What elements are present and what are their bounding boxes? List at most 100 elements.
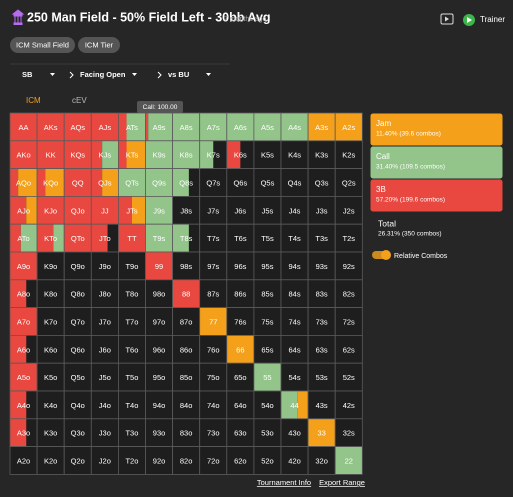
fold-cell[interactable] [335,140,363,169]
fold-cell[interactable] [226,418,254,447]
fold-cell[interactable] [199,224,227,252]
chip[interactable] [78,37,120,53]
fold-cell[interactable] [118,252,146,280]
fold-cell[interactable] [91,335,119,364]
fold-cell[interactable] [253,335,281,364]
fold-cell[interactable] [172,252,200,280]
fold-cell[interactable] [118,446,146,475]
fold-cell[interactable] [37,418,65,447]
toggle-knob[interactable] [381,250,391,260]
filter[interactable]: Facing Open [80,70,126,79]
chip[interactable] [10,37,75,53]
fold-cell[interactable] [145,418,173,447]
fold-cell[interactable] [253,307,281,336]
link[interactable]: Tournament Info [257,478,311,487]
fold-cell[interactable] [64,335,92,364]
fold-cell[interactable] [199,335,227,364]
fold-cell[interactable] [308,224,336,252]
fold-cell[interactable] [281,363,309,391]
fold-cell[interactable] [226,363,254,391]
fold-cell[interactable] [281,252,309,280]
fold-cell[interactable] [37,252,65,280]
fold-cell[interactable] [199,418,227,447]
fold-cell[interactable] [64,446,92,475]
fold-cell[interactable] [253,279,281,308]
fold-cell[interactable] [37,279,65,308]
fold-cell[interactable] [308,279,336,308]
fold-cell[interactable] [253,391,281,419]
fold-cell[interactable] [281,279,309,308]
fold-cell[interactable] [91,391,119,419]
fold-cell[interactable] [145,335,173,364]
fold-cell[interactable] [253,140,281,169]
fold-cell[interactable] [91,363,119,391]
action-box[interactable] [369,145,504,180]
fold-cell[interactable] [335,363,363,391]
fold-cell[interactable] [172,196,200,225]
fold-cell[interactable] [335,252,363,280]
fold-cell[interactable] [226,307,254,336]
fold-cell[interactable] [308,307,336,336]
fold-cell[interactable] [37,307,65,336]
fold-cell[interactable] [64,252,92,280]
fold-cell[interactable] [199,279,227,308]
fold-cell[interactable] [199,363,227,391]
fold-cell[interactable] [308,252,336,280]
fold-cell[interactable] [308,196,336,225]
fold-cell[interactable] [281,140,309,169]
action-box[interactable] [369,112,504,147]
fold-cell[interactable] [64,307,92,336]
fold-cell[interactable] [91,307,119,336]
fold-cell[interactable] [226,391,254,419]
video-button[interactable] [440,13,454,25]
fold-cell[interactable] [281,335,309,364]
toggle-label[interactable]: Relative Combos [394,253,448,260]
fold-cell[interactable] [199,391,227,419]
fold-cell[interactable] [253,196,281,225]
fold-cell[interactable] [37,363,65,391]
fold-cell[interactable] [118,335,146,364]
fold-cell[interactable] [308,363,336,391]
fold-cell[interactable] [172,363,200,391]
fold-cell[interactable] [335,168,363,197]
fold-cell[interactable] [281,224,309,252]
fold-cell[interactable] [335,307,363,336]
fold-cell[interactable] [308,335,336,364]
fold-cell[interactable] [172,391,200,419]
fold-cell[interactable] [199,446,227,475]
chip-label[interactable]: ICM Small Field [16,40,69,49]
fold-cell[interactable] [64,279,92,308]
fold-cell[interactable] [335,279,363,308]
trainer-link[interactable]: Trainer [480,15,505,24]
fold-cell[interactable] [226,446,254,475]
fold-cell[interactable] [281,196,309,225]
fold-cell[interactable] [145,363,173,391]
fold-cell[interactable] [172,335,200,364]
fold-cell[interactable] [118,363,146,391]
fold-cell[interactable] [335,196,363,225]
filter[interactable]: SB [22,70,33,79]
fold-cell[interactable] [281,307,309,336]
fold-cell[interactable] [335,418,363,447]
fold-cell[interactable] [118,391,146,419]
fold-cell[interactable] [145,307,173,336]
fold-cell[interactable] [199,168,227,197]
fold-cell[interactable] [37,335,65,364]
fold-cell[interactable] [226,168,254,197]
fold-cell[interactable] [281,168,309,197]
fold-cell[interactable] [118,418,146,447]
fold-cell[interactable] [335,391,363,419]
fold-cell[interactable] [145,391,173,419]
fold-cell[interactable] [64,418,92,447]
fold-cell[interactable] [145,279,173,308]
fold-cell[interactable] [37,391,65,419]
fold-cell[interactable] [335,224,363,252]
fold-cell[interactable] [253,446,281,475]
fold-cell[interactable] [226,224,254,252]
filter[interactable]: vs BU [168,70,189,79]
fold-cell[interactable] [226,196,254,225]
tab-active[interactable]: ICM [26,96,41,105]
fold-cell[interactable] [281,418,309,447]
fold-cell[interactable] [308,168,336,197]
fold-cell[interactable] [281,446,309,475]
